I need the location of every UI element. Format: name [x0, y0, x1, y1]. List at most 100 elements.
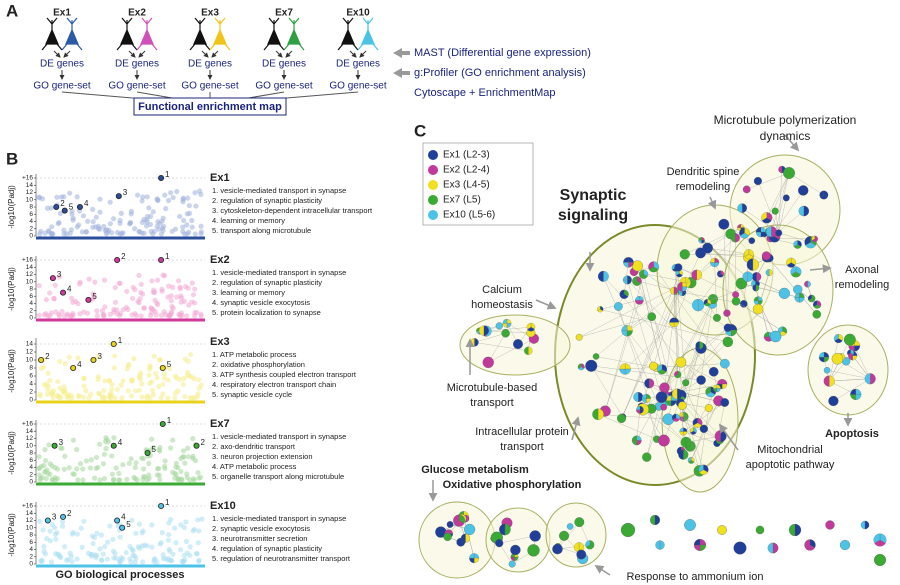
network-node	[761, 212, 773, 224]
bg-dot	[45, 370, 51, 376]
point-label: 1	[165, 498, 170, 507]
network-node	[864, 373, 876, 385]
network-node	[648, 261, 659, 273]
bg-dot	[81, 518, 87, 524]
y-tick-label: 10	[26, 357, 34, 364]
bg-dot	[160, 272, 166, 278]
bg-dot	[126, 460, 132, 466]
y-tick-label: 2	[29, 553, 33, 560]
point	[159, 364, 166, 371]
bg-dot	[166, 520, 172, 526]
bg-dot	[44, 386, 51, 393]
plot-title: Ex3	[210, 336, 230, 348]
network-node	[574, 517, 585, 528]
bg-dot	[169, 303, 175, 310]
edge	[591, 365, 623, 418]
bg-dot	[180, 217, 187, 224]
network-node	[717, 270, 724, 278]
bg-dot	[161, 371, 168, 377]
bg-dot	[181, 375, 187, 382]
network-node	[670, 286, 678, 295]
bg-dot	[180, 381, 186, 388]
cell-label: Ex7	[275, 8, 293, 19]
edge	[670, 330, 732, 401]
neuron	[61, 17, 83, 51]
bg-dot	[112, 395, 118, 401]
point-label: 2	[60, 199, 65, 208]
tool-label: Cytoscape + EnrichmentMap	[414, 87, 556, 99]
neuron	[189, 17, 211, 51]
bg-dot	[155, 197, 161, 203]
network-node	[495, 539, 504, 548]
bg-dot	[37, 518, 43, 525]
bg-dot	[157, 476, 163, 483]
node	[647, 312, 657, 322]
bg-dot	[184, 222, 190, 228]
node-slice	[698, 237, 702, 241]
bg-dot	[70, 437, 77, 443]
node-slice	[460, 533, 466, 543]
network-node	[767, 542, 779, 554]
term: 1. vesicle-mediated transport in synapse	[212, 268, 346, 277]
node	[731, 296, 741, 306]
bg-dot	[156, 357, 163, 363]
node-slice	[807, 294, 812, 301]
bg-dot	[127, 221, 133, 227]
bg-dot	[59, 445, 65, 452]
node	[775, 229, 783, 237]
term: 2. regulation of synaptic plasticity	[212, 278, 322, 287]
bg-dot	[36, 465, 42, 471]
node-slice	[671, 388, 678, 400]
panel-label: C	[414, 121, 426, 140]
bg-dot	[81, 309, 87, 315]
edge	[755, 287, 769, 337]
node	[678, 401, 687, 410]
point	[76, 203, 83, 210]
bg-dot	[63, 557, 70, 563]
bg-dot	[111, 476, 117, 483]
point-label: 2	[45, 352, 50, 361]
bg-dot	[165, 377, 171, 383]
node	[632, 260, 643, 272]
node-slice	[693, 538, 701, 546]
y-tick-label: 8	[29, 204, 33, 211]
edge	[741, 283, 800, 298]
node-slice	[790, 266, 796, 275]
network-node	[460, 533, 471, 543]
bg-dot	[37, 393, 43, 399]
bg-dot	[62, 453, 68, 459]
bg-dot	[146, 366, 153, 372]
bg-dot	[116, 470, 122, 477]
bg-dot	[172, 226, 179, 232]
node-slice	[680, 436, 687, 448]
node-slice	[696, 269, 702, 281]
network-node	[501, 329, 510, 338]
go-gene-set: GO gene-set	[181, 81, 238, 92]
bg-dot	[133, 530, 139, 536]
edge	[486, 327, 531, 332]
point	[44, 517, 51, 524]
bg-dot	[101, 387, 107, 394]
point-label: 5	[69, 203, 74, 212]
bg-dot	[128, 456, 134, 462]
bg-dot	[135, 192, 141, 198]
bg-dot	[146, 460, 152, 467]
bg-dot	[107, 221, 114, 227]
bg-dot	[53, 536, 59, 542]
edge	[778, 197, 787, 233]
bg-dot	[187, 552, 193, 558]
node-slice	[669, 317, 675, 323]
node-slice	[793, 240, 798, 247]
node-slice	[766, 226, 772, 238]
bg-dot	[74, 446, 80, 453]
network-node	[443, 532, 452, 541]
bg-dot	[125, 388, 131, 394]
bg-dot	[74, 531, 81, 537]
bg-dot	[132, 476, 138, 482]
bg-dot	[88, 457, 94, 463]
bg-dot	[62, 361, 68, 367]
term: 3. neuron projection extension	[212, 452, 313, 461]
y-tick-label: 8	[29, 450, 33, 457]
node-slice	[585, 540, 590, 548]
network-node	[470, 338, 479, 347]
